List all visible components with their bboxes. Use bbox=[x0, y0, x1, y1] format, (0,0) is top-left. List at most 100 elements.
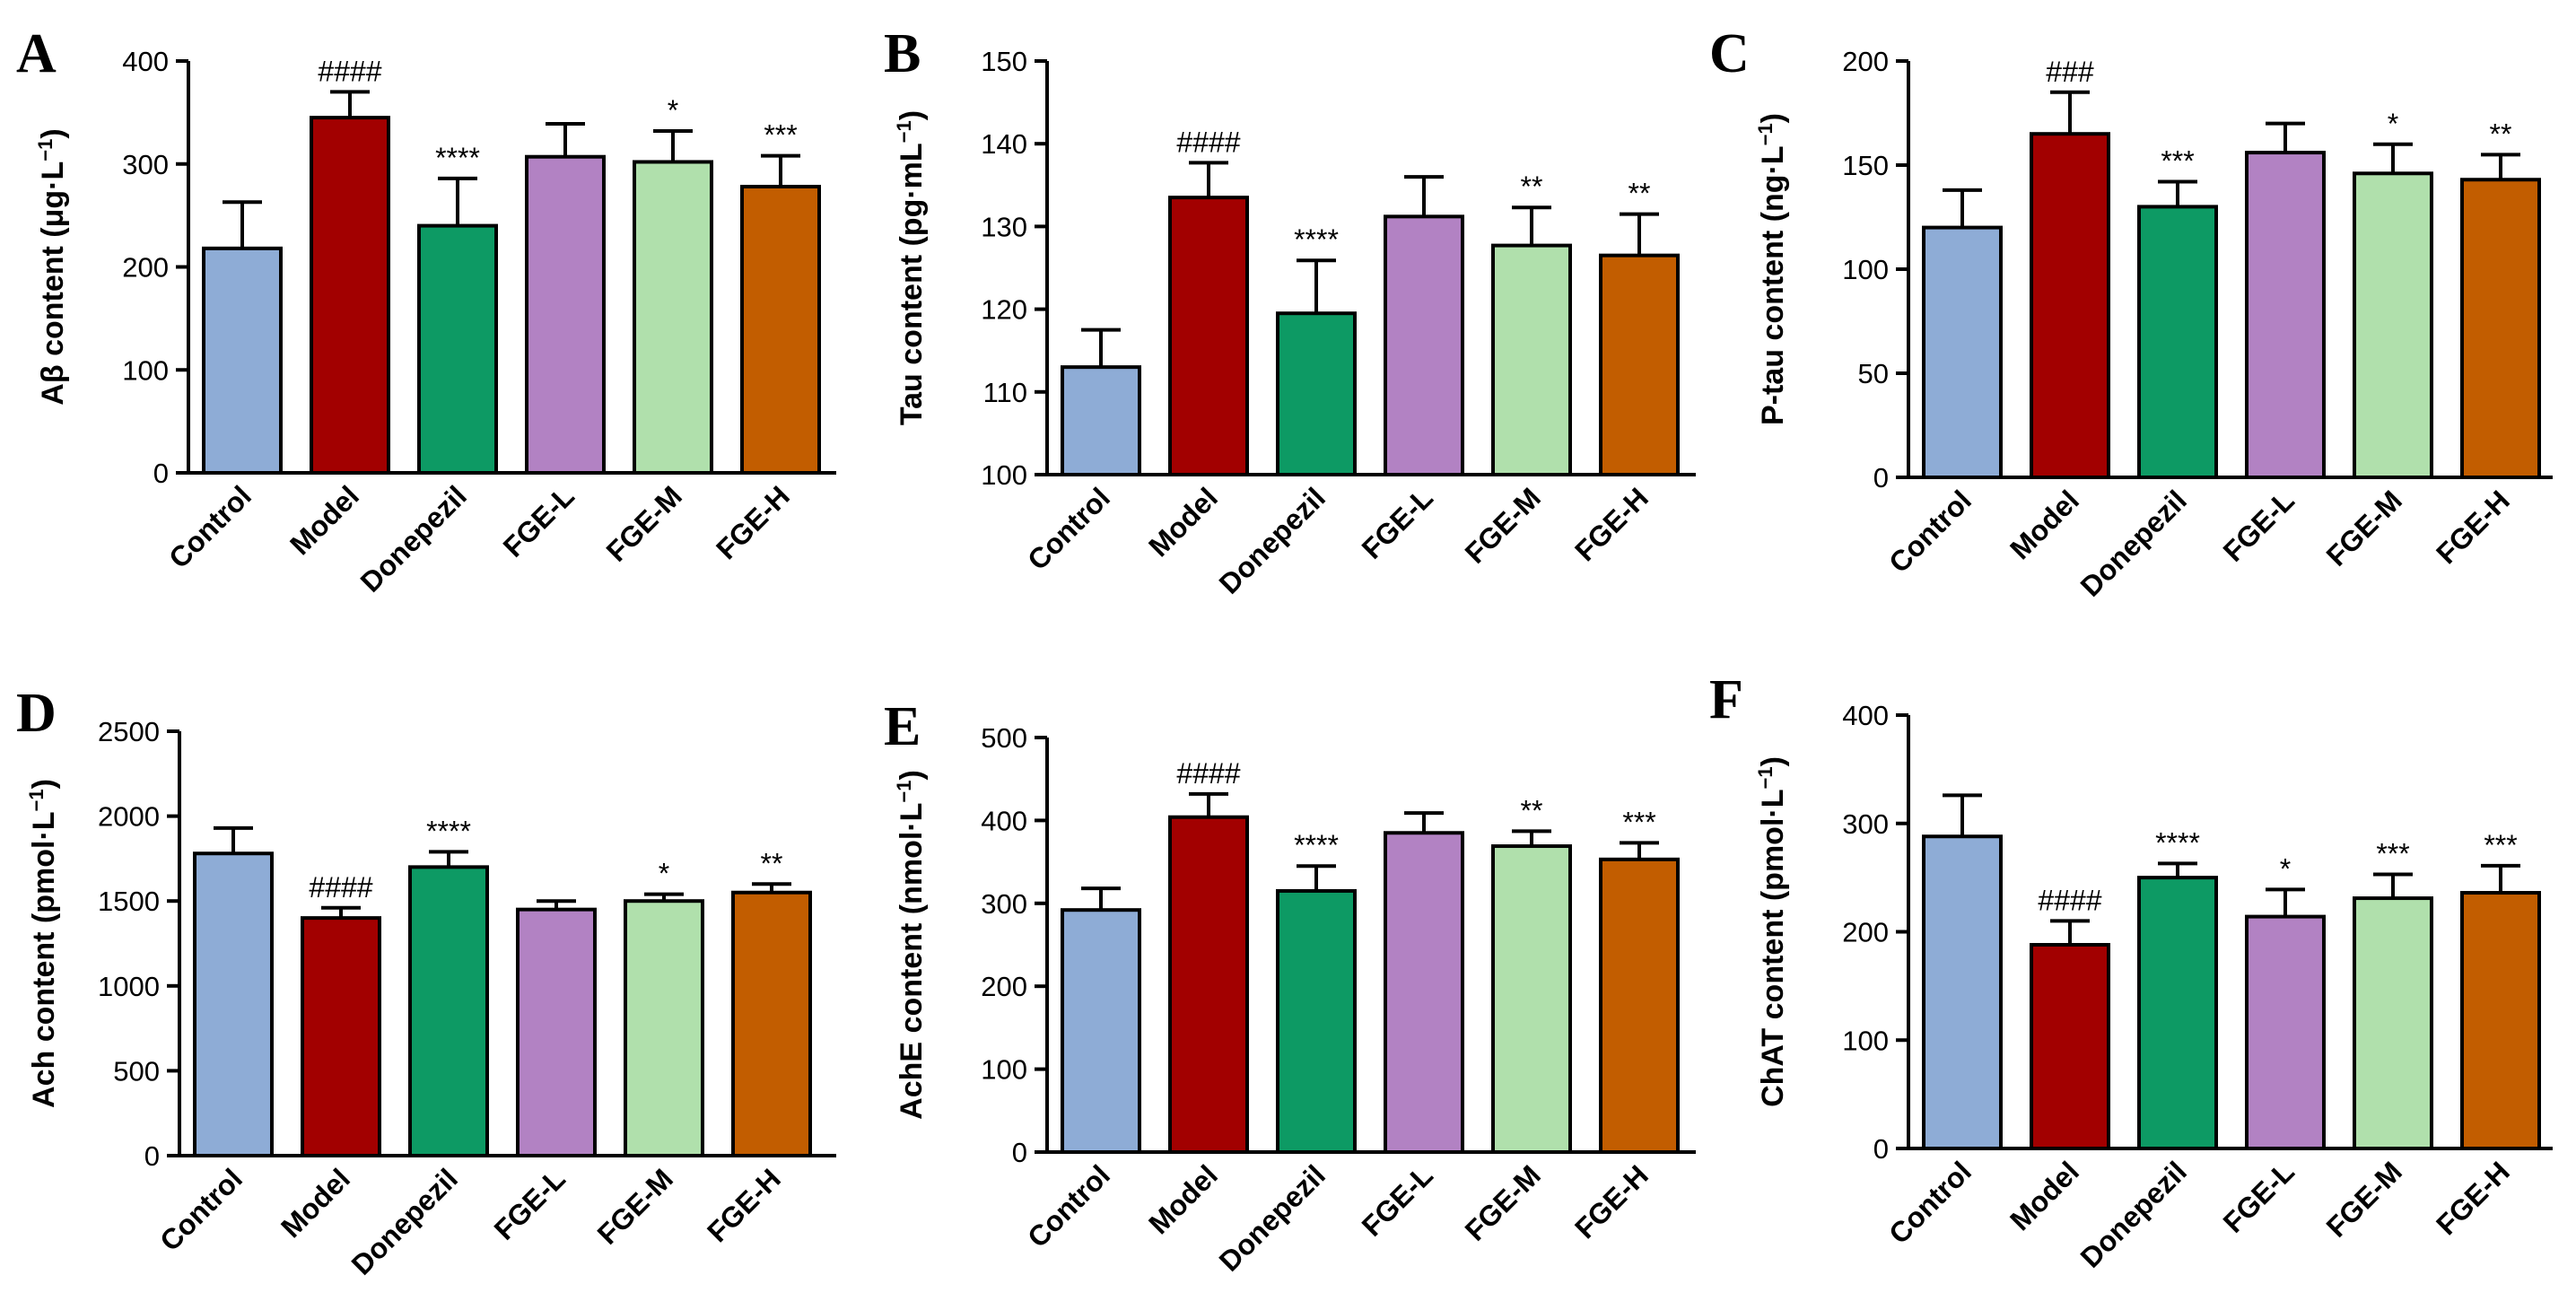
chart-panel-f: F 0 100 200 300 400 ChAT content (pmol·L−1) Con… bbox=[1709, 669, 2553, 1274]
panel-letter: C bbox=[1709, 23, 1750, 84]
bar-model bbox=[1168, 815, 1249, 1154]
significance-label: ** bbox=[1629, 178, 1651, 210]
x-category-label: FGE-M bbox=[1459, 1158, 1547, 1246]
significance-label: ** bbox=[1521, 170, 1543, 203]
bar-model bbox=[301, 916, 381, 1157]
y-axis-title-superscript: −1 bbox=[893, 120, 915, 143]
y-tick-label: 400 bbox=[981, 805, 1027, 836]
x-category-label: FGE-H bbox=[1568, 481, 1655, 567]
bar-fge-m bbox=[1491, 844, 1572, 1154]
y-axis-title-superscript: −1 bbox=[1754, 123, 1777, 145]
bar-control bbox=[1061, 908, 1141, 1155]
significance-label: **** bbox=[426, 815, 471, 847]
y-axis-title: Ach content (pmol·L−1) bbox=[25, 779, 62, 1108]
y-axis-title-superscript: −1 bbox=[893, 781, 915, 803]
y-tick-label: 0 bbox=[144, 1140, 160, 1172]
y-axis-title: Tau content (pg·mL−1) bbox=[893, 110, 930, 425]
x-category-label: Model bbox=[2004, 484, 2085, 565]
significance-label: #### bbox=[318, 55, 381, 87]
y-axis-title-end: ) bbox=[1756, 113, 1790, 123]
bar-fge-h bbox=[731, 890, 812, 1157]
chart-panel-c: C 0 50 100 150 200 P-tau content (ng·L−1) Contr… bbox=[1709, 23, 2553, 603]
bar-fge-h bbox=[2460, 891, 2541, 1151]
x-category-label: Donepezil bbox=[2074, 484, 2193, 602]
y-tick-label: 300 bbox=[1842, 808, 1889, 840]
bar-fge-h bbox=[1599, 253, 1680, 477]
x-category-label: FGE-M bbox=[591, 1162, 679, 1250]
x-category-label: FGE-H bbox=[701, 1162, 787, 1248]
x-category-label: FGE-M bbox=[2320, 484, 2408, 572]
bar-model bbox=[2030, 942, 2110, 1150]
bar-fge-m bbox=[624, 899, 704, 1157]
x-category-label: FGE-M bbox=[2320, 1155, 2408, 1243]
x-category-label: FGE-H bbox=[1568, 1158, 1655, 1244]
significance-label: *** bbox=[764, 119, 797, 152]
y-axis-title-superscript: −1 bbox=[34, 139, 57, 162]
bar-donepezil bbox=[417, 223, 498, 475]
y-tick-label: 120 bbox=[981, 294, 1027, 326]
significance-label: * bbox=[2388, 108, 2398, 140]
significance-label: #### bbox=[309, 871, 372, 904]
y-tick-label: 400 bbox=[1842, 700, 1889, 731]
y-axis-title: Aβ content (μg·L−1) bbox=[34, 128, 71, 405]
panel-letter: F bbox=[1709, 669, 1743, 730]
y-axis-title-end: ) bbox=[27, 779, 61, 789]
bar-fge-m bbox=[2353, 171, 2433, 479]
bar-fge-l bbox=[516, 907, 597, 1157]
bar-model bbox=[1168, 196, 1249, 476]
significance-label: ### bbox=[2046, 56, 2094, 88]
y-tick-label: 100 bbox=[122, 354, 169, 386]
significance-label: **** bbox=[1294, 829, 1339, 861]
y-tick-label: 110 bbox=[983, 377, 1027, 408]
y-tick-label: 300 bbox=[122, 149, 169, 180]
bar-fge-h bbox=[2460, 178, 2541, 480]
x-category-label: FGE-M bbox=[600, 479, 688, 567]
bar-fge-l bbox=[1384, 214, 1464, 476]
x-category-label: Model bbox=[284, 479, 365, 561]
y-tick-label: 500 bbox=[981, 722, 1027, 754]
y-tick-label: 100 bbox=[981, 459, 1027, 491]
bar-fge-l bbox=[2245, 914, 2326, 1150]
x-category-label: Donepezil bbox=[345, 1162, 464, 1280]
panel-letter: B bbox=[884, 23, 921, 84]
significance-label: * bbox=[668, 94, 678, 127]
y-tick-label: 200 bbox=[1842, 917, 1889, 948]
y-tick-label: 140 bbox=[981, 128, 1027, 160]
y-tick-label: 150 bbox=[981, 46, 1027, 77]
x-category-label: Donepezil bbox=[354, 479, 473, 598]
x-category-label: Control bbox=[1882, 1155, 1978, 1250]
x-category-label: FGE-L bbox=[1356, 1158, 1439, 1242]
y-tick-label: 500 bbox=[113, 1055, 160, 1087]
bar-fge-m bbox=[2353, 896, 2433, 1150]
y-axis-title: ChAT content (pmol·L−1) bbox=[1754, 756, 1791, 1107]
bar-donepezil bbox=[2137, 876, 2218, 1150]
chart-panel-b: B 100 110 120 130 140 150 Tau content (pg·mL−1)… bbox=[884, 23, 1696, 600]
x-category-label: FGE-L bbox=[1356, 481, 1439, 564]
x-category-label: Model bbox=[1142, 481, 1224, 563]
y-tick-label: 1000 bbox=[98, 971, 160, 1002]
significance-label: *** bbox=[2376, 838, 2409, 870]
significance-label: **** bbox=[2155, 826, 2200, 859]
y-tick-label: 50 bbox=[1858, 358, 1889, 389]
x-category-label: FGE-H bbox=[2430, 1155, 2516, 1241]
bar-fge-m bbox=[1491, 243, 1572, 476]
y-tick-label: 200 bbox=[981, 971, 1027, 1002]
y-tick-label: 2500 bbox=[98, 716, 160, 747]
x-category-label: Donepezil bbox=[1213, 481, 1332, 599]
x-category-label: FGE-H bbox=[710, 479, 796, 565]
bar-fge-l bbox=[1384, 831, 1464, 1154]
significance-label: #### bbox=[1176, 126, 1240, 158]
significance-label: ** bbox=[761, 847, 783, 879]
x-category-label: FGE-L bbox=[2217, 1155, 2301, 1238]
bar-control bbox=[1922, 834, 2003, 1150]
bar-model bbox=[310, 116, 390, 476]
panel-letter: E bbox=[884, 696, 921, 757]
x-category-label: Donepezil bbox=[2074, 1155, 2193, 1273]
y-tick-label: 400 bbox=[122, 46, 169, 77]
y-tick-label: 130 bbox=[981, 211, 1027, 242]
significance-label: **** bbox=[435, 142, 480, 174]
y-axis-title-end: ) bbox=[36, 128, 70, 138]
bar-fge-l bbox=[2245, 151, 2326, 480]
significance-label: *** bbox=[2161, 145, 2194, 178]
